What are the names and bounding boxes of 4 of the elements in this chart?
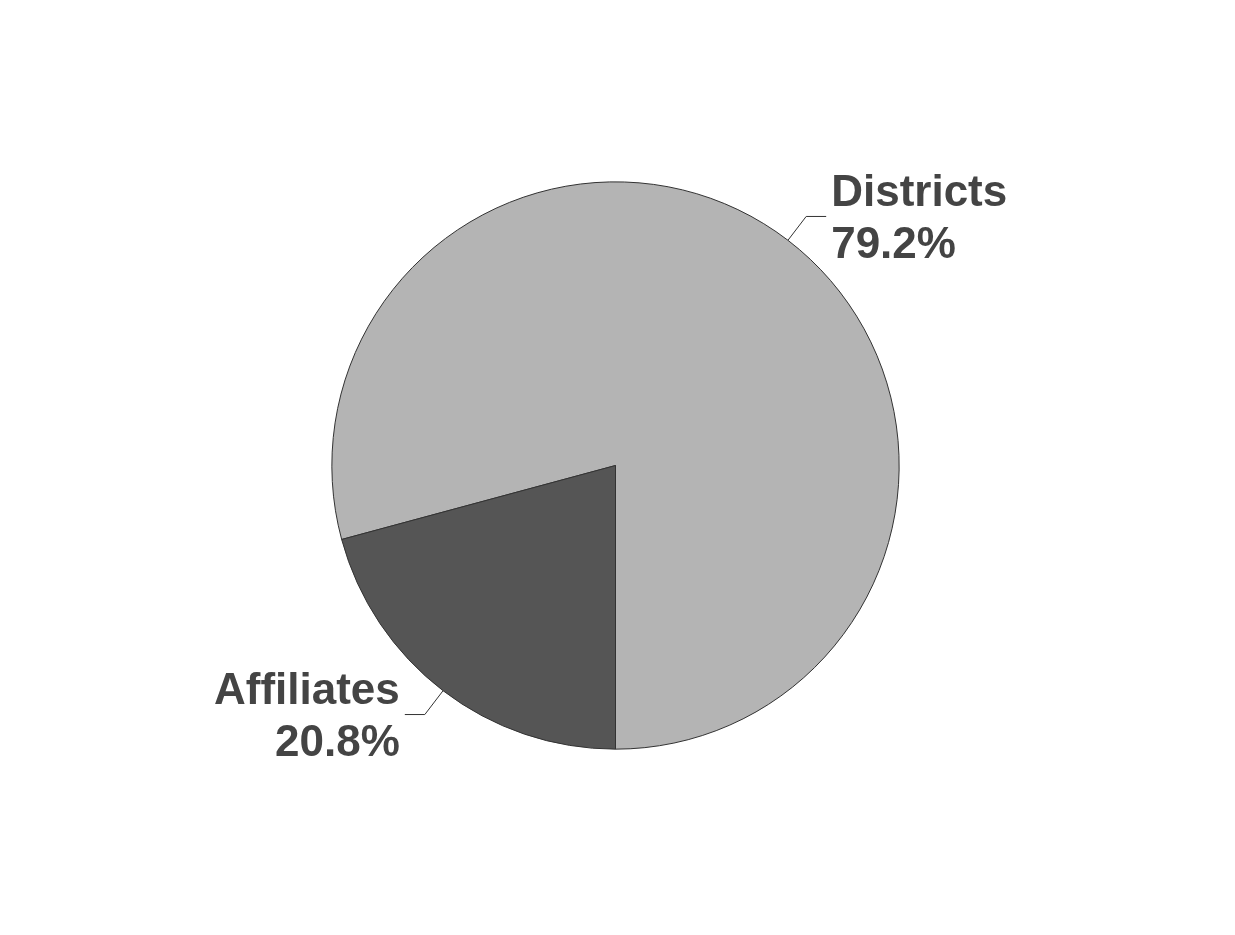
data-label: 79.2%: [831, 217, 956, 267]
slice-label: Affiliates: [213, 664, 400, 714]
slice-label: Districts: [831, 165, 1008, 215]
data-label: 20.8%: [275, 716, 400, 766]
